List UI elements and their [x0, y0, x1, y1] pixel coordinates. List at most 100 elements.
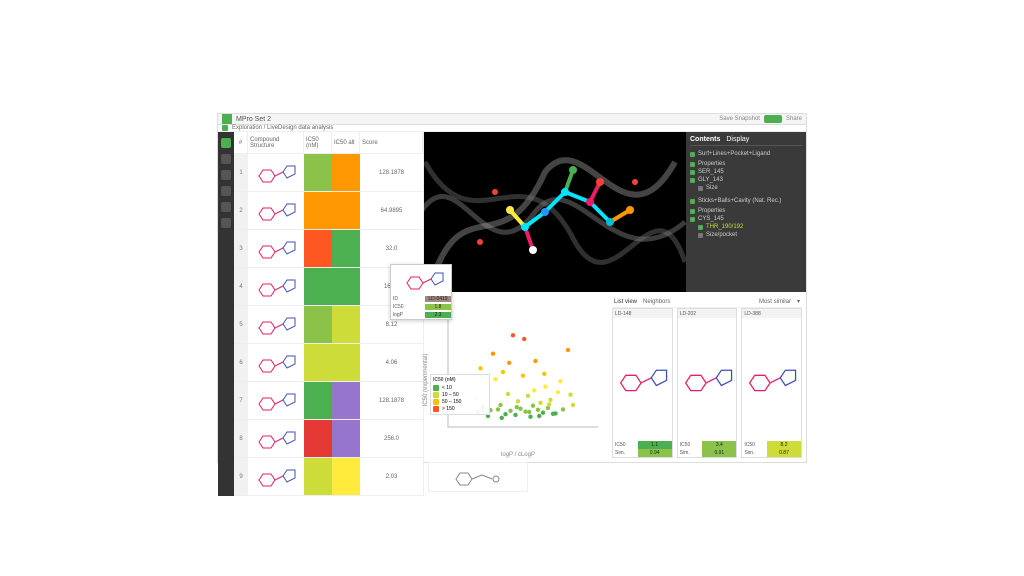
checkbox-icon[interactable]	[698, 233, 703, 238]
hover-compound-card: IDLD-0419IC501.8logP2.3	[390, 264, 452, 320]
checkbox-icon[interactable]	[690, 217, 695, 222]
app-logo-icon	[222, 114, 232, 124]
col-index[interactable]: #	[234, 132, 248, 153]
row-heat-1	[304, 306, 332, 343]
panel-item-label: Size	[706, 185, 718, 191]
panel-item-label: GLY_143	[698, 177, 723, 183]
panel-item[interactable]: GLY_143	[690, 176, 802, 184]
row-value: 4.06	[360, 344, 423, 381]
table-row[interactable]: 92.03	[234, 458, 423, 496]
nav-grid-icon[interactable]	[221, 154, 231, 164]
table-row[interactable]: 332.0	[234, 230, 423, 268]
row-value: 32.0	[360, 230, 423, 267]
checkbox-icon[interactable]	[698, 186, 703, 191]
row-heat-2	[332, 458, 360, 495]
group1-label[interactable]: Surf+Lines+Pocket+Ligand	[698, 151, 770, 157]
row-structure	[248, 268, 304, 305]
panel-item[interactable]: Properties	[690, 160, 802, 168]
card-info: IC503.4Sim.0.91	[678, 441, 737, 457]
checkbox-icon[interactable]	[698, 225, 703, 230]
chevron-down-icon[interactable]: ▾	[797, 298, 800, 305]
row-heat-1	[304, 420, 332, 457]
col-ic50[interactable]: IC50 (nM)	[304, 132, 332, 153]
legend-title: IC50 (nM)	[433, 377, 487, 383]
row-heat-2	[332, 154, 360, 191]
panel-item[interactable]: Size	[690, 184, 802, 192]
nav-settings-icon[interactable]	[221, 218, 231, 228]
row-heat-1	[304, 230, 332, 267]
scatter-plot[interactable]: IC50 (experimental) logP / cLogP IC50 (n…	[428, 296, 608, 458]
compound-card[interactable]: LD-388IC508.2Sim.0.87	[741, 308, 802, 458]
row-heat-1	[304, 344, 332, 381]
cards-tab-list[interactable]: List view	[614, 299, 637, 305]
legend-item: < 10	[433, 384, 487, 391]
cards-tab-neighbors[interactable]: Neighbors	[643, 299, 670, 305]
panel-item[interactable]: Size/pocket	[690, 231, 802, 239]
panel-item-label: Properties	[698, 208, 725, 214]
row-index: 4	[234, 268, 248, 305]
panel-item-label: CYS_145	[698, 216, 724, 222]
checkbox-icon[interactable]	[690, 178, 695, 183]
table-row[interactable]: 1 128.1878	[234, 154, 423, 192]
3d-contents-panel: Contents Display Surf+Lines+Pocket+Ligan…	[686, 132, 806, 292]
checkbox-icon[interactable]	[690, 209, 695, 214]
table-row[interactable]: 264.9895	[234, 192, 423, 230]
checkbox-icon[interactable]	[690, 170, 695, 175]
row-index: 1	[234, 154, 248, 191]
app-window: MPro Set 2 Save Snapshot Share Explorati…	[217, 113, 807, 463]
row-structure	[248, 154, 304, 191]
table-row[interactable]: 8256.0	[234, 420, 423, 458]
row-heat-2	[332, 344, 360, 381]
card-structure	[678, 318, 737, 441]
tab-display[interactable]: Display	[726, 136, 749, 143]
compound-card[interactable]: LD-202IC503.4Sim.0.91	[677, 308, 738, 458]
panel-item-label: Size/pocket	[706, 232, 737, 238]
panel-item-label: SER_145	[698, 169, 724, 175]
row-heat-1	[304, 154, 332, 191]
row-value: 2.03	[360, 458, 423, 495]
table-row[interactable]: 7128.1878	[234, 382, 423, 420]
tab-contents[interactable]: Contents	[690, 136, 720, 143]
row-heat-1	[304, 268, 332, 305]
table-header: # Compound Structure IC50 (nM) IC50 alt …	[234, 132, 423, 154]
panel-item[interactable]: Properties	[690, 207, 802, 215]
group1-children: PropertiesSER_145 GLY_143 Size	[690, 160, 802, 192]
3d-viewer[interactable]	[424, 132, 686, 292]
panel-item[interactable]: CYS_145	[690, 215, 802, 223]
row-value: 128.1878	[360, 154, 423, 191]
row-heat-2	[332, 192, 360, 229]
col-structure[interactable]: Compound Structure	[248, 132, 304, 153]
nav-viewer-icon[interactable]	[221, 186, 231, 196]
row-index: 7	[234, 382, 248, 419]
row-structure	[248, 420, 304, 457]
hover-card-row: IC501.8	[391, 303, 451, 311]
extra-structure-pad[interactable]	[428, 462, 528, 492]
breadcrumb-icon	[222, 125, 228, 131]
panel-item[interactable]: THR_190/192	[690, 223, 802, 231]
row-index: 6	[234, 344, 248, 381]
legend-item: > 150	[433, 405, 487, 412]
nav-filter-icon[interactable]	[221, 202, 231, 212]
table-row[interactable]: 64.06	[234, 344, 423, 382]
table-body: 1128.1878264.9895332.0416.2558.1264.0671…	[234, 154, 423, 496]
checkbox-icon[interactable]	[690, 162, 695, 167]
row-index: 8	[234, 420, 248, 457]
left-nav-rail	[218, 132, 234, 496]
breadcrumb-text: Exploration / LiveDesign data analysis	[232, 125, 333, 131]
row-heat-1	[304, 458, 332, 495]
panel-item[interactable]: SER_145	[690, 168, 802, 176]
group2-label[interactable]: Sticks+Balls+Cavity (Nat. Rec.)	[698, 198, 781, 204]
nav-home-icon[interactable]	[221, 138, 231, 148]
col-ic50b[interactable]: IC50 alt	[332, 132, 360, 153]
col-score[interactable]: Score	[360, 132, 423, 153]
breadcrumb-bar: Exploration / LiveDesign data analysis	[218, 125, 806, 132]
row-structure	[248, 458, 304, 495]
hover-card-row: logP2.3	[391, 311, 451, 319]
row-heat-1	[304, 192, 332, 229]
share-button[interactable]	[764, 115, 782, 123]
cards-sort[interactable]: Most similar	[759, 299, 791, 305]
nav-scatter-icon[interactable]	[221, 170, 231, 180]
row-value: 64.9895	[360, 192, 423, 229]
compound-card[interactable]: LD-148IC501.1Sim.0.94	[612, 308, 673, 458]
group2-children: Properties CYS_145THR_190/192Size/pocket	[690, 207, 802, 239]
